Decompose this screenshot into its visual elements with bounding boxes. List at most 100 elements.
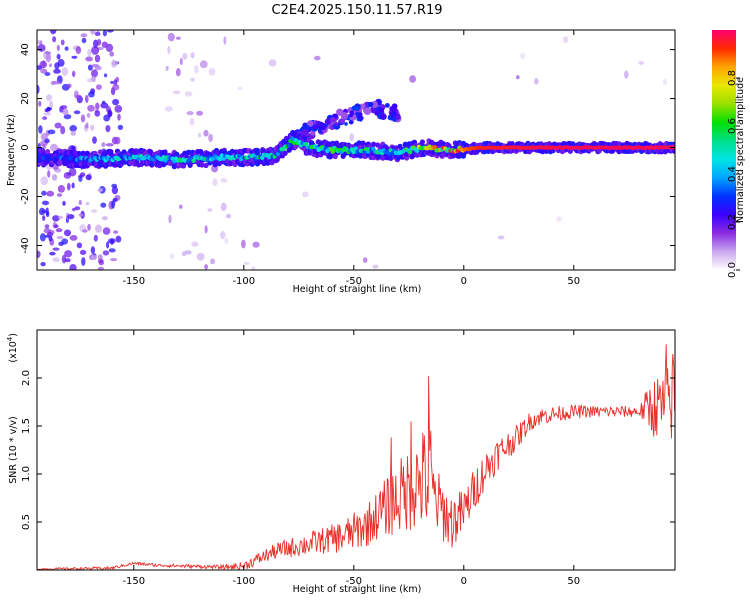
spectrogram-speckle xyxy=(38,125,43,134)
spectrogram-ridge-halo xyxy=(45,149,51,155)
spectrogram-speckle xyxy=(39,233,46,242)
spectrogram-x-label: Height of straight line (km) xyxy=(293,284,422,295)
spectrogram-branch-point xyxy=(334,122,339,126)
spectrogram-speckle xyxy=(204,264,209,270)
x-tick-label: -150 xyxy=(122,576,145,587)
spectrogram-speckle xyxy=(49,100,54,109)
y-tick-label: 1.5 xyxy=(21,418,32,434)
spectrogram-branch-point xyxy=(371,101,378,108)
spectrogram-speckle xyxy=(64,250,72,258)
spectrogram-speckle xyxy=(95,84,102,90)
spectrogram-speckle xyxy=(179,204,183,209)
spectrogram-speckle xyxy=(109,51,114,57)
spectrogram-ridge-core xyxy=(351,149,356,155)
spectrogram-ridge-halo xyxy=(567,148,573,154)
spectrogram-speckle xyxy=(225,213,232,219)
spectrogram-speckle xyxy=(72,70,76,78)
spectrogram-speckle xyxy=(66,182,71,191)
spectrogram-ridge-core xyxy=(217,156,223,162)
spectrogram-frame xyxy=(36,29,676,271)
colorbar-label: Normalized spectral amplitude xyxy=(735,77,746,223)
spectrogram-speckle xyxy=(59,106,64,113)
spectrogram-speckle xyxy=(62,200,66,206)
spectrogram-speckle xyxy=(95,102,100,111)
spectrogram-speckle xyxy=(181,251,187,257)
snr-multiplier-label: (x104) xyxy=(6,333,19,363)
snr-x-ticks: -150 -100 -50 0 50 xyxy=(122,330,580,587)
spectrogram-speckle xyxy=(190,52,195,59)
spectrogram-speckle xyxy=(47,129,56,135)
spectrogram-ridge-halo xyxy=(229,148,235,154)
colorbar-tick-label: 0.4 xyxy=(727,166,738,182)
spectrogram-speckle xyxy=(196,252,205,261)
spectrogram-speckle xyxy=(349,133,355,142)
spectrogram-branch-point xyxy=(324,118,332,125)
colorbar-tick-label: 0.2 xyxy=(727,214,738,230)
spectrogram-speckle xyxy=(46,232,54,237)
snr-y-ticks: 0.5 1.0 1.5 2.0 xyxy=(21,370,675,530)
spectrogram-ridge-halo xyxy=(360,140,366,146)
colorbar-tick-label: 0.0 xyxy=(727,262,738,278)
spectrogram-branch-point xyxy=(390,110,397,118)
spectrogram-y-ticks: -40 -20 0 20 40 xyxy=(20,43,675,254)
spectrogram-speckle xyxy=(115,235,122,243)
spectrogram-speckle xyxy=(220,178,228,183)
spectrogram-speckle xyxy=(87,104,95,112)
spectrogram-speckle xyxy=(90,246,96,255)
spectrogram-speckle xyxy=(114,136,121,145)
spectrogram-speckle xyxy=(92,136,97,144)
x-tick-label: 50 xyxy=(567,276,580,287)
spectrogram-speckle xyxy=(56,53,61,60)
y-tick-label: 1.0 xyxy=(21,466,32,482)
spectrogram-branch-point xyxy=(359,103,366,110)
spectrogram-branch-point xyxy=(312,125,317,130)
spectrogram-speckle xyxy=(64,46,69,51)
spectrogram-speckle xyxy=(97,188,103,192)
spectrogram-ridge-core xyxy=(251,153,256,158)
spectrogram-ridge-halo xyxy=(157,163,163,169)
spectrogram-speckle xyxy=(43,228,51,234)
spectrogram-panel: -150 -100 -50 0 50 -40 -20 0 20 40 Height of str… xyxy=(6,29,676,295)
spectrogram-speckle xyxy=(362,257,368,263)
spectrogram-speckle xyxy=(101,142,106,148)
spectrogram-branch-point xyxy=(340,112,349,120)
colorbar: 0.0 0.2 0.4 0.6 0.8 Normalized spectral ampl… xyxy=(712,30,746,278)
spectrogram-speckle xyxy=(196,110,204,116)
snr-multiplier-exponent: 4 xyxy=(6,336,14,341)
spectrogram-branch-point xyxy=(310,130,316,136)
spectrogram-speckle xyxy=(49,251,56,256)
spectrogram-speckle xyxy=(37,40,41,44)
spectrogram-speckle xyxy=(108,238,116,244)
spectrogram-speckle xyxy=(179,57,183,66)
spectrogram-speckle xyxy=(37,44,46,52)
spectrogram-speckle xyxy=(199,60,208,69)
spectrogram-speckle xyxy=(497,235,505,240)
spectrogram-branch-point xyxy=(307,120,314,127)
spectrogram-speckle xyxy=(85,201,90,206)
figure-title: C2E4.2025.150.11.57.R19 xyxy=(271,3,442,18)
spectrogram-heatmap xyxy=(37,30,675,270)
spectrogram-speckle xyxy=(191,241,199,247)
snr-frame xyxy=(36,329,676,571)
spectrogram-speckle xyxy=(45,211,50,218)
colorbar-tick-label: 0.6 xyxy=(727,118,738,134)
spectrogram-speckle xyxy=(54,62,60,70)
spectrogram-speckle xyxy=(167,46,171,55)
spectrogram-ridge-halo xyxy=(80,150,86,156)
snr-series-line xyxy=(37,344,675,570)
spectrogram-ridge-core xyxy=(286,143,291,148)
spectrogram-speckle xyxy=(52,257,60,263)
spectrogram-speckle xyxy=(69,235,78,241)
spectrogram-branch-point xyxy=(344,122,348,126)
spectrogram-branch-point xyxy=(391,103,398,110)
spectrogram-speckle xyxy=(103,114,111,122)
spectrogram-speckle xyxy=(87,223,91,231)
spectrogram-ridge-core xyxy=(330,149,335,154)
spectrogram-speckle xyxy=(80,114,86,123)
spectrogram-ridge-halo xyxy=(356,140,362,146)
spectrogram-speckle xyxy=(96,39,102,46)
colorbar-gradient xyxy=(712,30,736,270)
spectrogram-speckle xyxy=(243,261,250,265)
spectrogram-speckle xyxy=(62,108,69,116)
spectrogram-ridge-halo xyxy=(419,139,425,145)
